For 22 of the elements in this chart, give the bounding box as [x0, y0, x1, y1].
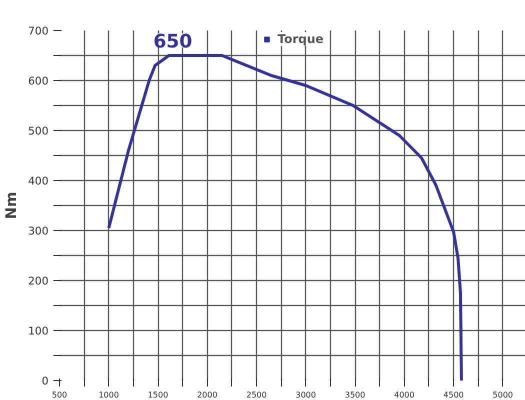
x-tick-label: 2000 [197, 390, 218, 400]
line-series [107, 54, 463, 380]
x-tick-label: 1500 [148, 390, 168, 400]
y-tick-label: 600 [28, 74, 49, 88]
y-tick-label: 500 [28, 124, 49, 138]
x-tick-label: 2500 [246, 390, 267, 400]
legend-label: Torque [277, 32, 324, 46]
y-tick-label: 200 [28, 274, 49, 288]
annotation: 650 [153, 32, 192, 52]
x-tick-label: 4500 [443, 390, 464, 400]
y-tick-label: 300 [28, 224, 49, 238]
y-tick-label: 400 [28, 174, 49, 188]
y-tick-label: 700 [28, 24, 49, 38]
x-tick-label: 5000 [492, 390, 514, 400]
x-tick-label: 3000 [296, 390, 316, 400]
y-axis-title: Nm [3, 192, 20, 220]
y-tick-label: 100 [28, 324, 49, 338]
y-tick-label: 0 [42, 374, 49, 388]
x-tick-label: 3500 [344, 390, 366, 400]
x-tick-label: 4000 [394, 390, 414, 400]
x-tick-label: 1000 [98, 390, 119, 400]
x-tick-label: 500 [52, 390, 68, 400]
